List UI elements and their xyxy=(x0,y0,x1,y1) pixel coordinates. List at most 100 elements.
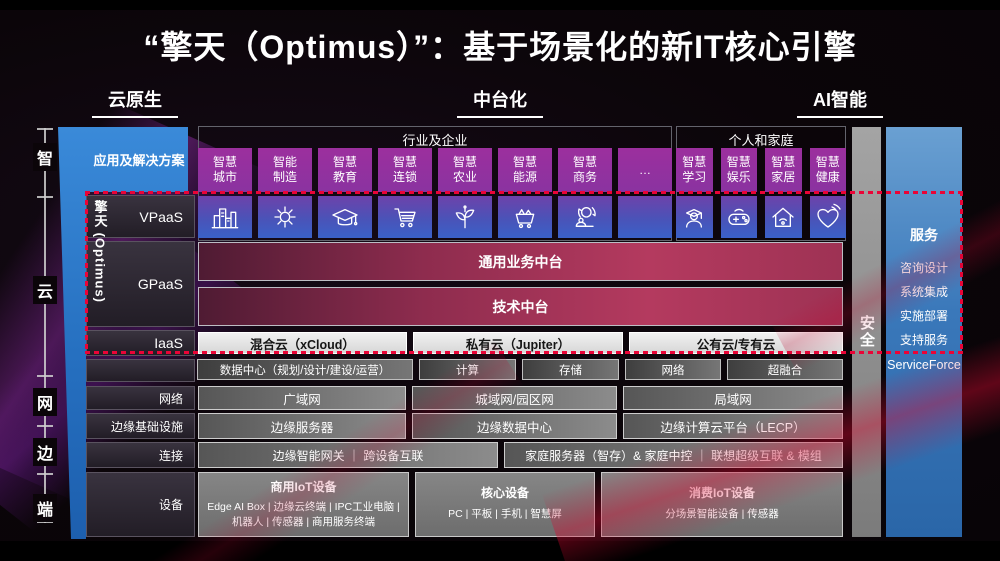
app-tile-smart-manufacturing: 智能制造 xyxy=(258,148,312,238)
infra-storage: 存储 xyxy=(522,359,619,380)
tile-label: 智慧学习 xyxy=(682,155,707,184)
service-title: 服务 xyxy=(910,227,938,243)
tile-label: … xyxy=(639,162,651,177)
rail-char-duan: 端 xyxy=(33,494,57,522)
connect-edge-gateway: 边缘智能网关 ｜ 跨设备互联 xyxy=(198,442,498,468)
row-label-connect: 连接 xyxy=(86,442,195,468)
app-tile-smart-health: 智慧健康 xyxy=(809,148,846,238)
tile-label: 智慧城市 xyxy=(213,155,238,184)
infra-hyperconverged: 超融合 xyxy=(727,359,843,380)
row-label-gpaas: GPaaS xyxy=(86,241,195,327)
tile-label: 智能制造 xyxy=(273,155,298,184)
iaas-public-cloud: 公有云/专有云 xyxy=(629,332,843,354)
tile-label: 智慧农业 xyxy=(453,155,478,184)
device-group-items: PC | 平板 | 手机 | 智慧屏 xyxy=(448,508,562,520)
group-header: 个人和家庭 xyxy=(728,133,794,148)
row-label-vpaas: VPaaS xyxy=(86,195,195,238)
city-icon xyxy=(211,208,239,229)
service-item-serviceforce: ServiceForce xyxy=(887,358,961,372)
device-group-title: 核心设备 xyxy=(480,486,529,500)
edge-server: 边缘服务器 xyxy=(198,413,406,439)
rail-tick xyxy=(37,473,53,475)
row-label-spacer xyxy=(86,359,195,382)
rail-tick xyxy=(37,128,53,130)
health-icon xyxy=(817,203,841,228)
group-header: 行业及企业 xyxy=(402,133,468,148)
left-rail-line xyxy=(44,128,46,523)
app-tile-smart-retail: 智慧连锁 xyxy=(378,148,432,238)
row-label-edge-infra: 边缘基础设施 xyxy=(86,413,195,439)
home-tiles: 智慧学习 智慧娱乐 智慧家居 智慧健康 xyxy=(676,148,846,238)
tile-label: 智慧能源 xyxy=(513,155,538,184)
app-tile-smart-education: 智慧教育 xyxy=(318,148,372,238)
pillar-middle-platform: 中台化 xyxy=(457,86,543,118)
education-icon xyxy=(332,209,358,226)
apps-solutions-label: 应用及解决方案 xyxy=(93,153,185,168)
pillar-ai: AI智能 xyxy=(797,86,883,118)
tile-label: 智慧连锁 xyxy=(393,155,418,184)
tile-label: 智慧商务 xyxy=(573,155,598,184)
device-commercial-iot: 商用IoT设备 Edge AI Box | 边缘云终端 | IPC工业电脑 |机… xyxy=(198,472,409,537)
industry-tiles: 智慧城市 智能制造 智慧教育 智慧连锁 智慧农业 智慧能源 智慧商务 … xyxy=(198,148,672,238)
iaas-private-cloud: 私有云（Jupiter） xyxy=(413,332,623,354)
app-tile-smart-city: 智慧城市 xyxy=(198,148,252,238)
device-group-title: 消费IoT设备 xyxy=(689,486,755,500)
pillar-cloud-native: 云原生 xyxy=(92,86,178,118)
retail-icon xyxy=(394,208,416,228)
infra-network: 网络 xyxy=(625,359,721,380)
app-tile-smart-home: 智慧家居 xyxy=(765,148,802,238)
optimus-dashed-frame-left xyxy=(85,191,88,354)
tile-label: 智慧教育 xyxy=(333,155,358,184)
entertainment-icon xyxy=(728,208,750,225)
bar-tech-middle-platform: 技术中台 xyxy=(198,287,843,326)
rail-char-wang: 网 xyxy=(33,388,57,416)
commerce-icon xyxy=(575,207,596,227)
rail-tick xyxy=(37,521,53,523)
rail-char-yun: 云 xyxy=(33,276,57,304)
learning-icon xyxy=(686,209,703,228)
device-group-items: 分场景智能设备 | 传感器 xyxy=(665,508,779,520)
device-consumer-iot: 消费IoT设备 分场景智能设备 | 传感器 xyxy=(601,472,843,537)
app-tile-smart-learning: 智慧学习 xyxy=(676,148,713,238)
app-tile-smart-energy: 智慧能源 xyxy=(498,148,552,238)
optimus-dashed-frame-bottom xyxy=(85,351,963,354)
row-label-device: 设备 xyxy=(86,472,195,537)
app-tile-ellipsis: … xyxy=(618,148,672,238)
infra-compute: 计算 xyxy=(419,359,516,380)
device-group-items: Edge AI Box | 边缘云终端 | IPC工业电脑 |机器人 | 传感器… xyxy=(207,501,400,528)
bar-business-middle-platform: 通用业务中台 xyxy=(198,242,843,281)
rail-tick xyxy=(37,196,53,198)
rail-char-zhi: 智 xyxy=(33,143,57,171)
rail-tick xyxy=(37,425,53,427)
infra-datacenter: 数据中心（规划/设计/建设/运营） xyxy=(197,359,413,380)
service-item: 咨询设计 xyxy=(899,261,948,275)
tile-label: 智慧家居 xyxy=(771,155,796,184)
manufacturing-icon xyxy=(274,206,296,228)
optimus-dashed-frame-right xyxy=(960,191,963,354)
connect-home-server: 家庭服务器（智存）& 家庭中控 ｜ 联想超级互联 & 模组 xyxy=(504,442,843,468)
service-column: 服务 咨询设计 系统集成 实施部署 支持服务 ServiceForce xyxy=(886,127,962,537)
tile-label: 智慧健康 xyxy=(815,155,840,184)
agriculture-icon xyxy=(455,205,475,229)
optimus-dashed-frame-top xyxy=(85,191,963,194)
device-core: 核心设备 PC | 平板 | 手机 | 智慧屏 xyxy=(415,472,595,537)
smart-home-icon xyxy=(772,207,794,227)
rail-tick xyxy=(37,375,53,377)
energy-icon xyxy=(515,209,535,229)
service-item: 支持服务 xyxy=(899,333,948,347)
service-item: 实施部署 xyxy=(899,309,948,323)
network-wan: 广域网 xyxy=(198,386,406,410)
rail-char-bian: 边 xyxy=(33,438,57,466)
device-group-title: 商用IoT设备 xyxy=(270,480,337,494)
edge-cloud-platform: 边缘计算云平台（LECP） xyxy=(623,413,843,439)
security-column: 安全 xyxy=(852,127,881,537)
app-tile-smart-agriculture: 智慧农业 xyxy=(438,148,492,238)
service-item: 系统集成 xyxy=(899,285,948,299)
row-label-network: 网络 xyxy=(86,386,195,410)
slide-title: “擎天（Optimus）”：基于场景化的新IT核心引擎 xyxy=(143,29,857,65)
tile-label: 智慧娱乐 xyxy=(726,155,751,184)
security-label: 安全 xyxy=(858,315,875,349)
optimus-vertical-label: 擎天 (Optimus) xyxy=(92,200,108,303)
app-tile-smart-commerce: 智慧商务 xyxy=(558,148,612,238)
